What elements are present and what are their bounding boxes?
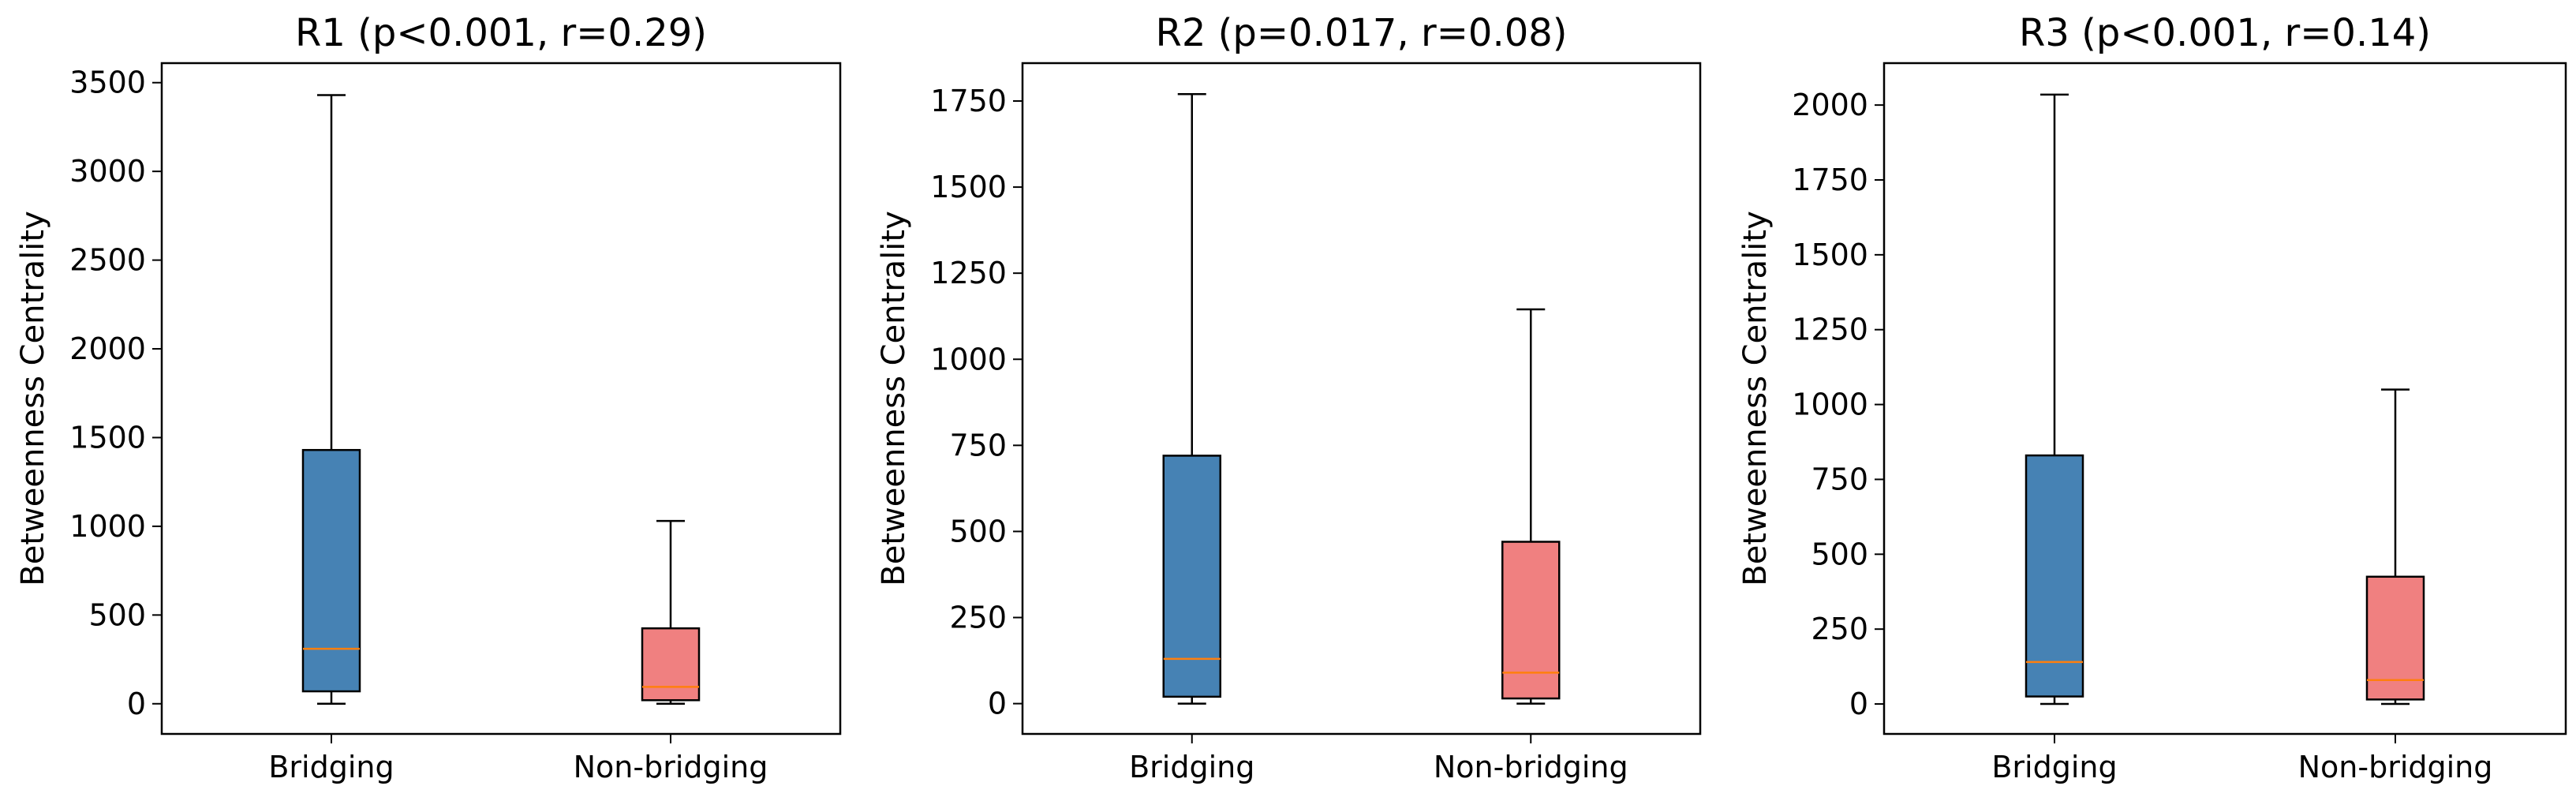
box-bridging xyxy=(1162,93,1221,705)
box-bridging xyxy=(2025,93,2084,706)
y-tick-label: 750 xyxy=(949,428,1007,462)
x-tick-label: Non-bridging xyxy=(574,750,768,784)
box-body xyxy=(1162,455,1221,698)
box-body xyxy=(641,627,701,702)
box-non-bridging xyxy=(1501,308,1561,705)
y-tick-label: 1000 xyxy=(1792,387,1868,422)
y-tick-label: 1250 xyxy=(1792,313,1868,347)
y-tick-label: 750 xyxy=(1811,462,1868,496)
y-tick-label: 1250 xyxy=(930,256,1007,290)
x-tick-label: Bridging xyxy=(268,750,394,784)
chart-panel-3: R3 (p<0.001, r=0.14) Betweenness Centrali… xyxy=(1737,11,2567,784)
y-axis-label: Betweenness Centrality xyxy=(1737,211,1774,586)
chart-title: R3 (p<0.001, r=0.14) xyxy=(2019,11,2431,55)
box-non-bridging xyxy=(641,519,701,706)
box-body xyxy=(1501,541,1561,700)
chart-panel-1: R1 (p<0.001, r=0.29) Betweenness Centrali… xyxy=(15,11,842,784)
y-tick-label: 1750 xyxy=(1792,163,1868,197)
y-axis-label: Betweenness Centrality xyxy=(876,211,912,586)
plot-frame xyxy=(1882,62,2567,735)
y-tick-label: 250 xyxy=(949,601,1007,635)
y-tick-label: 500 xyxy=(88,597,146,632)
box-body xyxy=(2025,454,2084,698)
y-tick-label: 1000 xyxy=(930,342,1007,376)
box-bridging xyxy=(301,94,361,706)
box-non-bridging xyxy=(2365,388,2425,706)
y-tick-label: 500 xyxy=(1811,537,1868,571)
y-tick-label: 2000 xyxy=(69,331,146,366)
box-body xyxy=(2365,575,2425,701)
y-tick-label: 500 xyxy=(949,514,1007,548)
y-tick-label: 3500 xyxy=(69,66,146,100)
y-tick-label: 2000 xyxy=(1792,88,1868,122)
chart-title: R2 (p=0.017, r=0.08) xyxy=(1155,11,1567,55)
y-tick-label: 0 xyxy=(1849,687,1868,721)
y-axis-label: Betweenness Centrality xyxy=(15,211,51,586)
y-tick-label: 1500 xyxy=(1792,238,1868,272)
y-tick-label: 1000 xyxy=(69,509,146,544)
x-tick-label: Non-bridging xyxy=(2298,750,2493,784)
y-tick-label: 250 xyxy=(1811,612,1868,646)
x-tick-label: Bridging xyxy=(1129,750,1254,784)
plot-frame xyxy=(1021,62,1702,735)
y-tick-label: 1500 xyxy=(930,170,1007,204)
y-tick-label: 0 xyxy=(988,687,1007,721)
chart-panel-2: R2 (p=0.017, r=0.08) Betweenness Centrali… xyxy=(876,11,1702,784)
x-tick-label: Bridging xyxy=(1991,750,2117,784)
y-tick-label: 1500 xyxy=(69,420,146,455)
y-tick-label: 2500 xyxy=(69,243,146,278)
y-tick-label: 3000 xyxy=(69,154,146,189)
y-tick-label: 1750 xyxy=(930,84,1007,118)
plot-frame xyxy=(160,62,842,735)
chart-title: R1 (p<0.001, r=0.29) xyxy=(295,11,707,55)
box-body xyxy=(301,448,361,693)
y-tick-label: 0 xyxy=(127,687,146,721)
x-tick-label: Non-bridging xyxy=(1434,750,1628,784)
